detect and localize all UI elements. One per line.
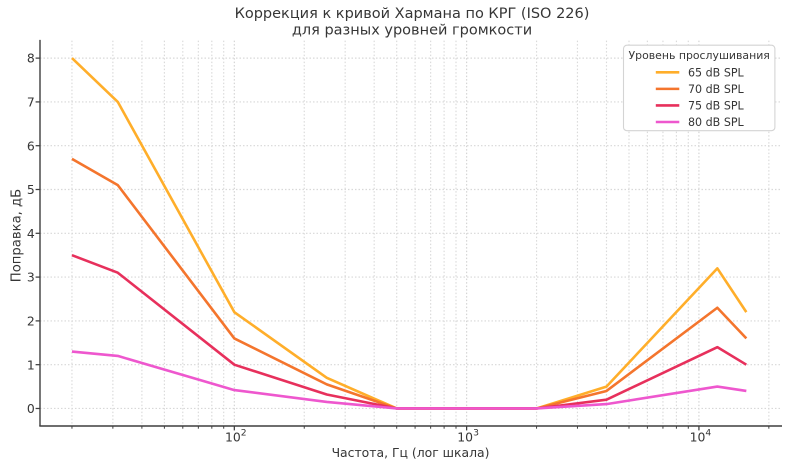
legend-label: 65 dB SPL [688,66,745,79]
legend-title: Уровень прослушивания [629,49,770,62]
legend-box [622,44,776,132]
x-axis-label: Частота, Гц (лог шкала) [332,445,490,460]
y-tick-label: 3 [27,270,35,285]
x-tick-label: 102 [225,427,247,444]
legend-entry: 70 dB SPL [655,83,745,96]
legend-entry: 80 dB SPL [655,116,745,129]
y-axis-label: Поправка, дБ [10,189,25,282]
legend-label: 70 dB SPL [688,83,745,96]
y-tick-label: 2 [27,313,35,328]
axis-ticks [35,57,770,431]
y-tick-label: 4 [27,226,35,241]
y-tick-label: 1 [27,357,35,372]
x-tick-label: 104 [690,427,712,444]
series-line-75-db-spl [71,253,748,410]
legend-entry: 65 dB SPL [655,66,745,79]
legend-entry: 75 dB SPL [655,99,745,112]
axis-tick-labels: 0 1 2 3 4 5 6 7 8 102 103 104 [27,51,711,445]
chart-title-line1: Коррекция к кривой Хармана по КРГ (ISO 2… [235,6,590,22]
legend: Уровень прослушивания 65 dB SPL 70 dB SPL… [622,44,776,132]
series-line-80-db-spl [71,350,747,410]
y-tick-label: 6 [27,138,35,153]
legend-label: 80 dB SPL [688,116,745,129]
x-tick-label: 103 [457,427,479,444]
y-tick-label: 5 [27,182,35,197]
chart-title-line2: для разных уровней громкости [292,22,532,38]
legend-label: 75 dB SPL [688,99,745,112]
data-series [71,57,748,410]
y-tick-label: 7 [27,95,35,110]
y-tick-label: 8 [27,51,35,66]
y-tick-label: 0 [27,401,35,416]
